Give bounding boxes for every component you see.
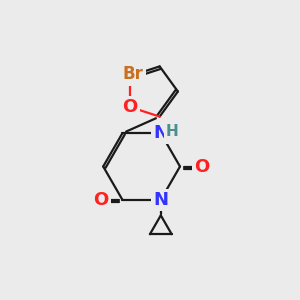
Text: N: N: [153, 124, 168, 142]
Text: Br: Br: [123, 65, 144, 83]
Text: O: O: [122, 98, 138, 116]
Text: O: O: [194, 158, 209, 175]
Text: H: H: [166, 124, 178, 139]
Text: N: N: [153, 191, 168, 209]
Text: O: O: [93, 191, 108, 209]
